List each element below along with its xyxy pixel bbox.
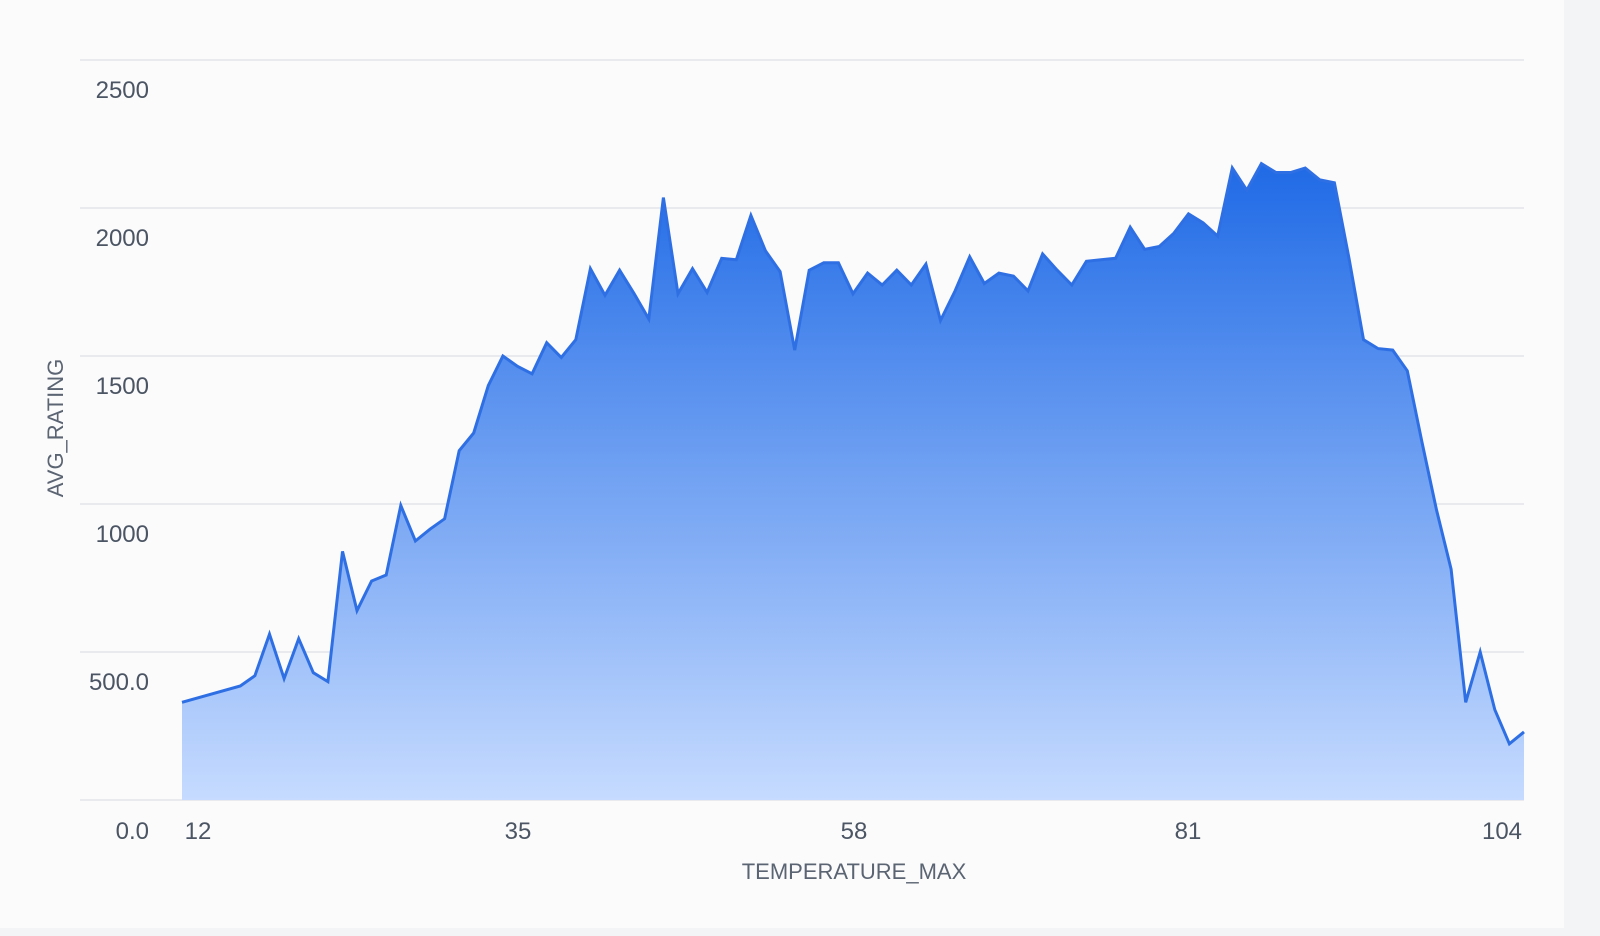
y-axis-title: AVG_RATING bbox=[43, 359, 68, 498]
series-line bbox=[181, 161, 1525, 747]
series-area bbox=[181, 161, 1525, 801]
y-axis-ticks: 0.0 500.0 1000 1500 2000 2500 bbox=[89, 77, 149, 845]
y-tick-label: 2500 bbox=[96, 77, 149, 104]
x-tick-label: 104 bbox=[1482, 818, 1522, 845]
x-axis-ticks: 12 35 58 81 104 bbox=[185, 818, 1522, 845]
x-tick-label: 35 bbox=[505, 818, 532, 845]
x-tick-label: 58 bbox=[841, 818, 868, 845]
x-axis-title: TEMPERATURE_MAX bbox=[742, 859, 967, 884]
y-tick-label: 500.0 bbox=[89, 669, 149, 696]
area-fill bbox=[182, 163, 1524, 801]
y-tick-label: 1500 bbox=[96, 373, 149, 400]
x-tick-label: 81 bbox=[1175, 818, 1202, 845]
y-tick-label: 2000 bbox=[96, 225, 149, 252]
y-tick-label: 0.0 bbox=[116, 818, 149, 845]
x-tick-label: 12 bbox=[185, 818, 212, 845]
y-tick-label: 1000 bbox=[96, 521, 149, 548]
